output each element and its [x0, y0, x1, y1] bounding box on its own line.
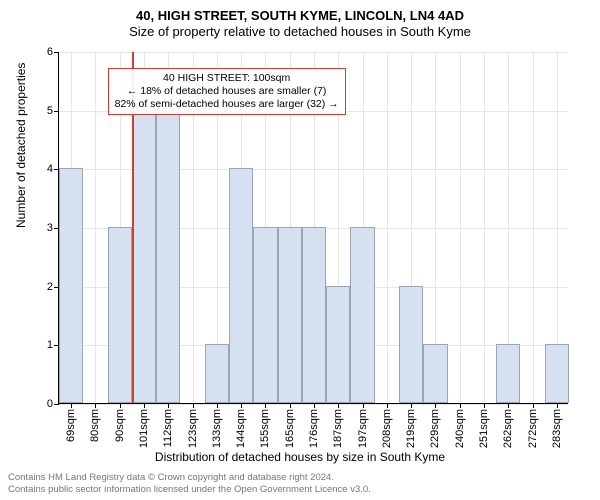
annotation-line-1: 40 HIGH STREET: 100sqm	[115, 72, 339, 85]
xtick-mark	[265, 403, 266, 408]
xtick-mark	[411, 403, 412, 408]
ytick-label: 4	[47, 163, 53, 175]
footer-line-1: Contains HM Land Registry data © Crown c…	[8, 472, 371, 484]
histogram-bar	[350, 227, 374, 403]
xtick-mark	[484, 403, 485, 408]
xtick-label: 251sqm	[478, 409, 490, 448]
annotation-callout: 40 HIGH STREET: 100sqm← 18% of detached …	[108, 68, 346, 115]
xtick-label: 240sqm	[454, 409, 466, 448]
chart-title-block: 40, HIGH STREET, SOUTH KYME, LINCOLN, LN…	[0, 0, 600, 41]
y-axis-label: Number of detached properties	[14, 63, 28, 228]
gridline-vertical	[460, 52, 461, 403]
histogram-bar	[253, 227, 277, 403]
xtick-mark	[120, 403, 121, 408]
annotation-line-2: ← 18% of detached houses are smaller (7)	[115, 85, 339, 98]
xtick-label: 133sqm	[211, 409, 223, 448]
chart-title-secondary: Size of property relative to detached ho…	[0, 24, 600, 40]
histogram-bar	[399, 286, 423, 403]
xtick-mark	[338, 403, 339, 408]
xtick-label: 165sqm	[284, 409, 296, 448]
xtick-label: 90sqm	[114, 409, 126, 442]
xtick-mark	[71, 403, 72, 408]
chart-title-primary: 40, HIGH STREET, SOUTH KYME, LINCOLN, LN…	[0, 8, 600, 24]
xtick-label: 69sqm	[65, 409, 77, 442]
xtick-label: 197sqm	[357, 409, 369, 448]
xtick-mark	[217, 403, 218, 408]
x-axis-label: Distribution of detached houses by size …	[0, 450, 600, 464]
ytick-mark	[54, 52, 59, 53]
annotation-line-3: 82% of semi-detached houses are larger (…	[115, 98, 339, 111]
xtick-label: 80sqm	[89, 409, 101, 442]
gridline-vertical	[387, 52, 388, 403]
ytick-label: 1	[47, 339, 53, 351]
xtick-label: 155sqm	[259, 409, 271, 448]
xtick-label: 219sqm	[405, 409, 417, 448]
histogram-bar	[545, 344, 569, 403]
ytick-label: 3	[47, 222, 53, 234]
gridline-vertical	[484, 52, 485, 403]
xtick-mark	[314, 403, 315, 408]
xtick-mark	[557, 403, 558, 408]
ytick-mark	[54, 404, 59, 405]
xtick-label: 283sqm	[551, 409, 563, 448]
ytick-mark	[54, 111, 59, 112]
histogram-bar	[229, 168, 253, 403]
xtick-mark	[95, 403, 96, 408]
xtick-label: 229sqm	[429, 409, 441, 448]
xtick-label: 262sqm	[502, 409, 514, 448]
histogram-bar	[205, 344, 229, 403]
xtick-mark	[193, 403, 194, 408]
xtick-label: 123sqm	[187, 409, 199, 448]
ytick-label: 6	[47, 46, 53, 58]
xtick-mark	[460, 403, 461, 408]
xtick-label: 272sqm	[527, 409, 539, 448]
xtick-mark	[387, 403, 388, 408]
chart-plot-area: 012345669sqm80sqm90sqm101sqm112sqm123sqm…	[58, 52, 568, 404]
xtick-label: 144sqm	[235, 409, 247, 448]
histogram-bar	[326, 286, 350, 403]
histogram-bar	[278, 227, 302, 403]
gridline-vertical	[533, 52, 534, 403]
xtick-mark	[363, 403, 364, 408]
xtick-mark	[435, 403, 436, 408]
xtick-mark	[241, 403, 242, 408]
xtick-label: 101sqm	[138, 409, 150, 448]
histogram-bar	[108, 227, 132, 403]
xtick-label: 176sqm	[308, 409, 320, 448]
ytick-label: 5	[47, 105, 53, 117]
xtick-label: 187sqm	[332, 409, 344, 448]
histogram-bar	[423, 344, 447, 403]
footer-line-2: Contains public sector information licen…	[8, 484, 371, 496]
histogram-bar	[132, 110, 156, 403]
histogram-bar	[156, 110, 180, 403]
chart-footer: Contains HM Land Registry data © Crown c…	[8, 472, 371, 496]
gridline-vertical	[95, 52, 96, 403]
xtick-mark	[290, 403, 291, 408]
histogram-bar	[59, 168, 83, 403]
ytick-label: 2	[47, 281, 53, 293]
histogram-bar	[496, 344, 520, 403]
xtick-mark	[144, 403, 145, 408]
xtick-mark	[508, 403, 509, 408]
xtick-mark	[168, 403, 169, 408]
xtick-label: 112sqm	[162, 409, 174, 447]
ytick-label: 0	[47, 398, 53, 410]
histogram-bar	[302, 227, 326, 403]
xtick-mark	[533, 403, 534, 408]
xtick-label: 208sqm	[381, 409, 393, 448]
